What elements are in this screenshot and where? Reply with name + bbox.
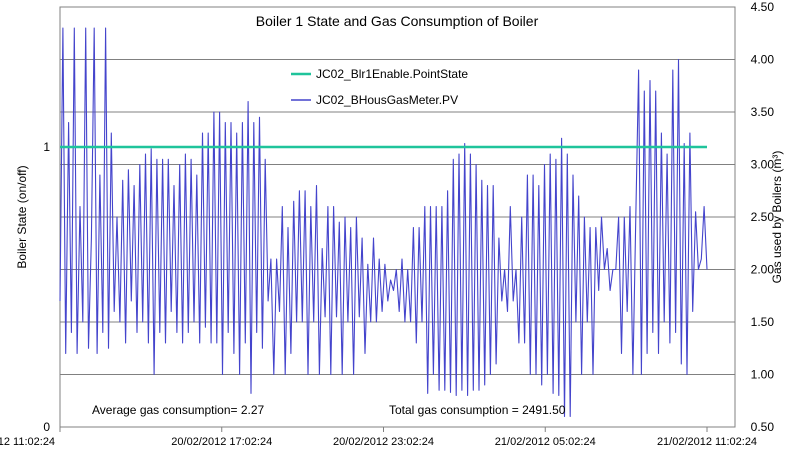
x-tick-label: 21/02/2012 11:02:24 — [657, 436, 757, 448]
y-left-axis-label: Boiler State (on/off) — [15, 165, 29, 268]
annotation-average-gas: Average gas consumption= 2.27 — [92, 403, 265, 417]
y-left-tick-label: 1 — [43, 140, 50, 154]
legend-label-gas-meter: JC02_BHousGasMeter.PV — [316, 93, 458, 107]
y-right-tick-label: 3.50 — [751, 105, 775, 119]
x-tick-label: 20/02/2012 23:02:24 — [333, 436, 434, 448]
x-tick-label: 20/02/2012 11:02:24 — [0, 436, 55, 448]
y-right-tick-label: 0.50 — [751, 420, 775, 434]
y-right-tick-label: 4.00 — [751, 53, 775, 67]
series-layer — [59, 27, 708, 418]
annotation-total-gas: Total gas consumption = 2491.50 — [389, 403, 566, 417]
y-right-tick-label: 1.00 — [751, 368, 775, 382]
legend-label-boiler-state: JC02_Blr1Enable.PointState — [316, 67, 468, 81]
legend: JC02_Blr1Enable.PointState JC02_BHousGas… — [291, 67, 468, 107]
y-right-axis-label: Gas used by Boilers (m³) — [770, 151, 784, 284]
x-tick-label: 21/02/2012 05:02:24 — [495, 436, 596, 448]
right-axis: 0.50 1.00 1.50 2.00 2.50 3.00 3.50 4.00 4.50 — [751, 0, 775, 434]
y-right-tick-label: 2.00 — [751, 263, 775, 277]
x-tick-label: 20/02/2012 17:02:24 — [171, 436, 272, 448]
chart-title: Boiler 1 State and Gas Consumption of Bo… — [256, 13, 539, 29]
y-left-tick-label: 0 — [43, 420, 50, 434]
series-line-gas-meter — [59, 27, 708, 418]
y-right-tick-label: 4.50 — [751, 0, 775, 14]
y-right-tick-label: 1.50 — [751, 315, 775, 329]
y-right-tick-label: 2.50 — [751, 210, 775, 224]
x-axis: 20/02/2012 11:02:24 20/02/2012 17:02:24 20… — [0, 427, 757, 448]
plot-area-border — [59, 6, 736, 428]
y-right-tick-label: 3.00 — [751, 158, 775, 172]
left-axis: 01 — [43, 140, 50, 434]
